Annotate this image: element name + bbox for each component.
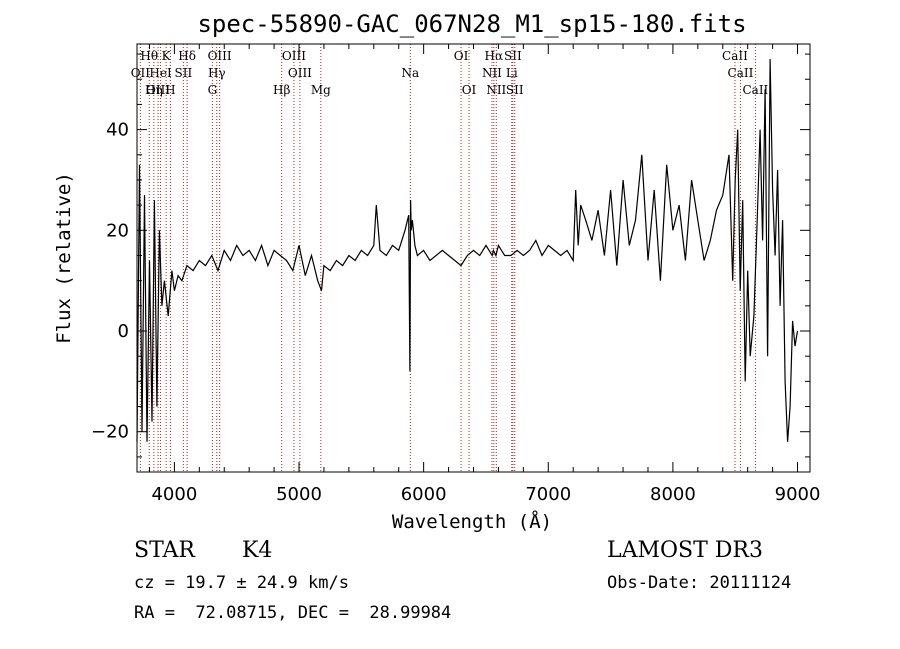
line-label-7: SII bbox=[504, 49, 522, 63]
line-label-9: OII bbox=[131, 66, 151, 80]
y-tick-label--20: −20 bbox=[91, 422, 129, 443]
survey-name: LAMOST DR3 bbox=[607, 538, 763, 563]
y-axis-label: Flux (relative) bbox=[53, 172, 75, 344]
plot-area bbox=[136, 59, 799, 442]
object-subclass: K4 bbox=[242, 538, 273, 563]
axis-ticks: 4000 5000 6000 7000 8000 9000 −20 0 20 40 bbox=[91, 44, 820, 505]
object-class: STAR bbox=[134, 538, 195, 563]
x-tick-label-5000: 5000 bbox=[276, 484, 322, 505]
line-label-10: HeI bbox=[149, 66, 172, 80]
line-label-22: Hβ bbox=[273, 83, 290, 97]
line-label-14: Na bbox=[401, 66, 419, 80]
line-label-5: OI bbox=[454, 49, 469, 63]
line-label-13: OIII bbox=[288, 66, 312, 80]
line-label-16: Li bbox=[506, 66, 518, 80]
spectrum-series-0 bbox=[136, 59, 799, 442]
line-label-3: OIII bbox=[208, 49, 232, 63]
line-label-1: K bbox=[162, 49, 172, 63]
line-label-6: Hα bbox=[485, 49, 504, 63]
line-label-24: OI bbox=[462, 83, 477, 97]
line-label-20: H bbox=[165, 83, 175, 97]
line-label-15: NII bbox=[482, 66, 502, 80]
line-label-2: Hδ bbox=[178, 49, 196, 63]
y-tick-label-20: 20 bbox=[106, 220, 129, 241]
line-label-27: CaII bbox=[742, 83, 768, 97]
line-label-19: Hη bbox=[145, 83, 163, 97]
x-tick-label-8000: 8000 bbox=[650, 484, 696, 505]
x-tick-label-9000: 9000 bbox=[775, 484, 821, 505]
plot-frame bbox=[136, 43, 811, 473]
line-label-11: SII bbox=[175, 66, 193, 80]
line-label-17: CaII bbox=[728, 66, 754, 80]
line-label-18: OIII bbox=[146, 83, 170, 97]
line-label-0: Hθ bbox=[140, 49, 158, 63]
x-tick-label-7000: 7000 bbox=[525, 484, 571, 505]
observation-date: Obs-Date: 20111124 bbox=[607, 573, 792, 593]
x-tick-label-6000: 6000 bbox=[401, 484, 447, 505]
line-label-4: OIII bbox=[282, 49, 306, 63]
coordinates: RA = 72.08715, DEC = 28.99984 bbox=[134, 603, 452, 623]
x-axis-label: Wavelength (Å) bbox=[392, 510, 552, 533]
line-label-8: CaII bbox=[722, 49, 748, 63]
line-label-23: Mg bbox=[311, 83, 331, 97]
line-label-26: SII bbox=[506, 83, 524, 97]
line-label-12: Hγ bbox=[208, 66, 226, 80]
y-tick-label-0: 0 bbox=[118, 321, 129, 342]
redshift-value: cz = 19.7 ± 24.9 km/s bbox=[134, 573, 349, 593]
chart-title: spec-55890-GAC_067N28_M1_sp15-180.fits bbox=[197, 10, 746, 38]
line-label-25: NII bbox=[486, 83, 506, 97]
y-tick-label-40: 40 bbox=[106, 120, 129, 141]
x-tick-label-4000: 4000 bbox=[151, 484, 197, 505]
line-label-21: G bbox=[208, 83, 218, 97]
